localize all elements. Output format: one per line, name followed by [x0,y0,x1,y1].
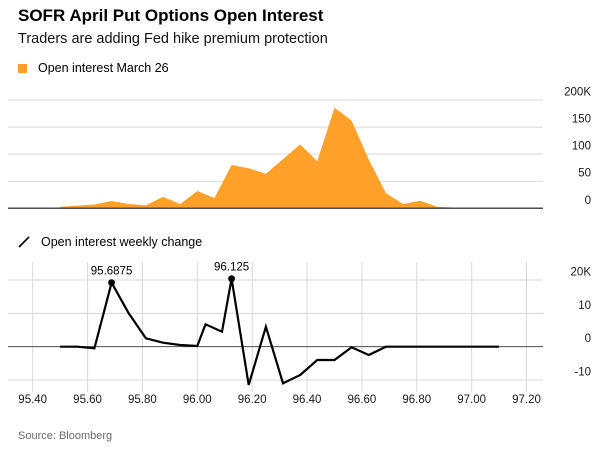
source-note: Source: Bloomberg [18,430,113,442]
x-axis: 95.40 95.60 95.80 96.00 96.20 96.40 96.60 96.80… [18,394,541,406]
x-tick-label: 96.00 [183,394,212,406]
x-tick-label: 96.80 [402,394,431,406]
legend-weekly-change: Open interest weekly change [18,235,202,249]
open-interest-area [60,107,472,209]
annotation-label: 95.6875 [91,266,133,278]
y-tick-label: 150 [572,114,591,126]
weekly-change-line [60,278,500,386]
x-tick-label: 96.40 [293,394,322,406]
legend-weekly-change-label: Open interest weekly change [41,235,203,249]
legend-open-interest: Open interest March 26 [18,61,169,75]
x-tick-label: 95.40 [18,394,47,406]
annotation-marker [108,279,115,287]
page-title: SOFR April Put Options Open Interest [18,6,324,25]
weekly_change-panel: 95.6875 96.125 -10 0 10 20K [8,262,591,392]
y-tick-label: 0 [585,333,591,345]
x-tick-label: 97.00 [457,394,486,406]
open_interest-panel: 0 50 100 150 200K [8,87,591,210]
x-tick-label: 96.20 [238,394,267,406]
legend-open-interest-label: Open interest March 26 [38,61,169,75]
y-tick-label: 10 [578,300,591,312]
y-tick-label: 20K [571,267,592,279]
orange-swatch-icon [18,63,27,73]
x-tick-label: 97.20 [512,394,541,406]
y-tick-label: 0 [585,195,591,207]
diagonal-line-icon [18,236,30,248]
x-tick-label: 96.60 [348,394,377,406]
y-tick-label: -10 [574,367,591,379]
annotation-label: 96.125 [214,262,249,274]
annotation-marker [228,275,236,283]
y-tick-label: 50 [578,168,591,180]
page-subtitle: Traders are adding Fed hike premium prot… [18,31,328,47]
y-tick-label: 100 [572,141,591,153]
x-tick-label: 95.60 [73,394,102,406]
x-tick-label: 95.80 [128,394,157,406]
y-tick-label: 200K [564,87,591,99]
